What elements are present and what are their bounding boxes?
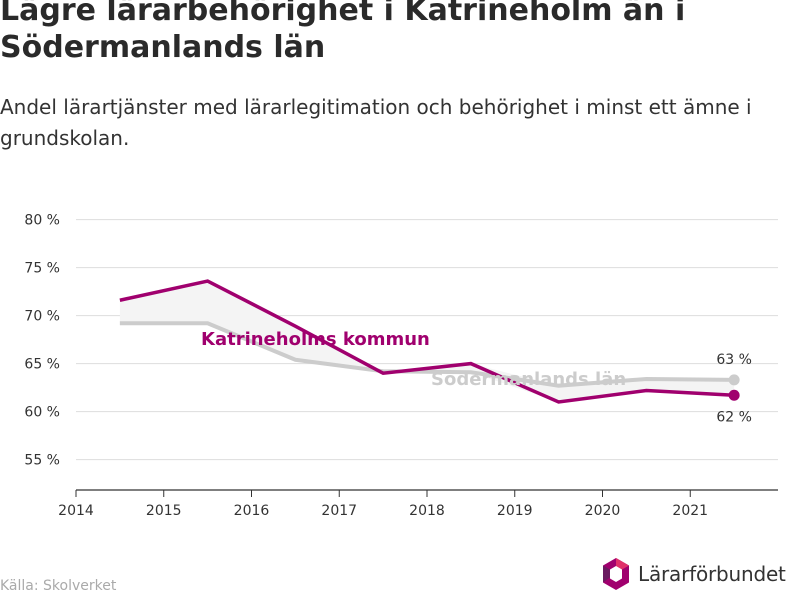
x-tick-label: 2018 bbox=[409, 503, 445, 519]
y-tick-label: 80 % bbox=[24, 213, 60, 229]
x-tick-label: 2016 bbox=[234, 503, 270, 519]
line-chart: 55 % 60 % 65 % 70 % 75 % 80 % 2014 2015 2016 2017… bbox=[24, 213, 778, 519]
y-tick-label: 55 % bbox=[24, 453, 60, 469]
x-tick-label: 2017 bbox=[321, 503, 357, 519]
sodermanland-end-label: 63 % bbox=[716, 352, 752, 368]
x-tick-label: 2021 bbox=[672, 503, 708, 519]
x-tick-label: 2014 bbox=[58, 503, 94, 519]
sodermanland-series-label: Södermanlands län bbox=[431, 369, 626, 390]
y-tick-label: 75 % bbox=[24, 261, 60, 277]
lararforbundet-logo-icon bbox=[603, 558, 629, 590]
y-tick-label: 65 % bbox=[24, 357, 60, 373]
brand-logo: Lärarförbundet bbox=[601, 557, 786, 591]
sodermanland-end-point bbox=[728, 374, 740, 386]
chart-title: Lägre lärarbehörighet i Katrineholm än i… bbox=[0, 0, 686, 65]
y-tick-label: 70 % bbox=[24, 309, 60, 325]
x-tick-label: 2020 bbox=[585, 503, 621, 519]
y-tick-label: 60 % bbox=[24, 405, 60, 421]
series-gap-area bbox=[119, 281, 735, 402]
sodermanland-line bbox=[119, 321, 735, 388]
brand-name: Lärarförbundet bbox=[638, 562, 786, 586]
x-tick-label: 2015 bbox=[146, 503, 182, 519]
source-note: Källa: Skolverket bbox=[0, 578, 117, 594]
katrineholm-series-label: Katrineholms kommun bbox=[201, 329, 430, 350]
chart-subtitle: Andel lärartjänster med lärarlegitimatio… bbox=[0, 95, 752, 150]
x-tick-label: 2019 bbox=[497, 503, 533, 519]
katrineholm-end-label: 62 % bbox=[716, 409, 752, 425]
katrineholm-line bbox=[119, 279, 735, 404]
katrineholm-end-point bbox=[728, 389, 740, 401]
